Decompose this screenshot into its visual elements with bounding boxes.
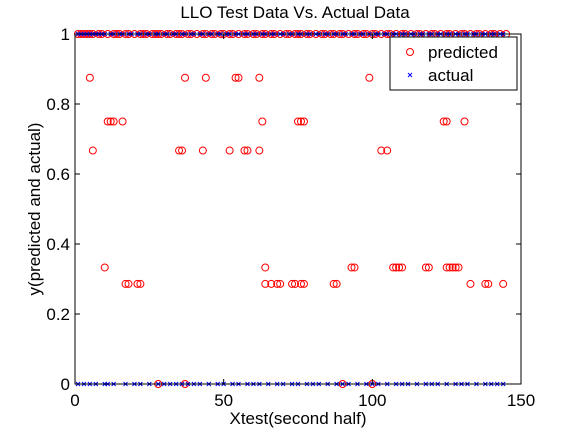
- point-predicted: [243, 146, 252, 155]
- chart-title: LLO Test Data Vs. Actual Data: [180, 3, 410, 22]
- x-tick-label: 50: [214, 391, 233, 410]
- point-predicted: [133, 279, 142, 288]
- point-predicted: [329, 279, 338, 288]
- y-tick-label: 0.6: [46, 165, 70, 184]
- x-tick-label: 100: [358, 391, 386, 410]
- point-predicted: [273, 279, 282, 288]
- axis-ticks: 0 50 100 150 0 0.2 0.4 0.6 0.8 1: [46, 25, 535, 410]
- point-predicted: [100, 263, 109, 272]
- legend-marker-circle: [406, 48, 414, 56]
- point-predicted: [267, 279, 276, 288]
- point-predicted: [276, 279, 285, 288]
- point-predicted: [389, 263, 398, 272]
- x-tick-label: 150: [507, 391, 535, 410]
- point-predicted: [395, 263, 404, 272]
- legend: predicted actual: [389, 36, 518, 91]
- point-predicted: [484, 279, 493, 288]
- point-predicted: [294, 117, 302, 126]
- legend-item-predicted: predicted: [406, 43, 498, 62]
- point-predicted: [299, 279, 308, 288]
- point-predicted: [347, 263, 356, 272]
- point-predicted: [240, 146, 249, 155]
- point-predicted: [291, 279, 300, 288]
- point-predicted: [466, 279, 475, 288]
- x-tick-label: 0: [70, 391, 79, 410]
- point-predicted: [88, 146, 97, 155]
- point-predicted: [439, 117, 448, 126]
- point-predicted: [296, 117, 305, 126]
- point-predicted: [421, 263, 430, 272]
- point-predicted: [392, 263, 401, 272]
- point-predicted: [106, 117, 115, 126]
- point-predicted: [121, 279, 130, 288]
- point-predicted: [201, 73, 210, 82]
- point-predicted: [178, 146, 187, 155]
- point-predicted: [365, 73, 374, 82]
- point-predicted: [234, 73, 243, 82]
- point-predicted: [85, 73, 94, 82]
- point-predicted: [451, 263, 460, 272]
- legend-box: [389, 36, 518, 91]
- point-predicted: [442, 117, 451, 126]
- point-predicted: [454, 263, 463, 272]
- point-predicted: [460, 117, 469, 126]
- y-axis-label: y(predicted and actual): [25, 123, 44, 296]
- point-predicted: [299, 117, 308, 126]
- plot-area-frame: [74, 33, 522, 385]
- point-predicted: [103, 117, 112, 126]
- point-predicted: [499, 279, 508, 288]
- point-predicted: [124, 279, 133, 288]
- point-predicted: [445, 263, 454, 272]
- point-predicted: [261, 279, 270, 288]
- point-predicted: [258, 117, 267, 126]
- point-predicted: [255, 73, 264, 82]
- point-predicted: [296, 279, 305, 288]
- point-predicted: [383, 146, 392, 155]
- legend-item-actual: actual: [407, 66, 473, 85]
- point-predicted: [288, 279, 297, 288]
- point-predicted: [175, 146, 184, 155]
- point-predicted: [481, 279, 490, 288]
- y-tick-label: 0: [61, 375, 70, 394]
- point-predicted: [225, 146, 234, 155]
- point-predicted: [255, 146, 264, 155]
- point-predicted: [377, 146, 386, 155]
- y-tick-label: 0.4: [46, 235, 70, 254]
- point-predicted: [109, 117, 118, 126]
- point-predicted: [398, 263, 407, 272]
- y-tick-label: 1: [61, 25, 70, 44]
- x-axis-label: Xtest(second half): [229, 409, 366, 428]
- point-predicted: [332, 279, 341, 288]
- point-predicted: [442, 263, 451, 272]
- point-predicted: [136, 279, 145, 288]
- legend-label-actual: actual: [428, 66, 473, 85]
- point-predicted: [261, 263, 270, 272]
- point-predicted: [350, 263, 359, 272]
- y-tick-label: 0.2: [46, 305, 70, 324]
- point-predicted: [424, 263, 433, 272]
- point-predicted: [448, 263, 457, 272]
- legend-marker-x: [407, 72, 413, 78]
- legend-label-predicted: predicted: [428, 43, 498, 62]
- point-predicted: [231, 73, 240, 82]
- point-predicted: [118, 117, 127, 126]
- y-tick-label: 0.8: [46, 95, 70, 114]
- point-predicted: [198, 146, 207, 155]
- point-predicted: [181, 73, 190, 82]
